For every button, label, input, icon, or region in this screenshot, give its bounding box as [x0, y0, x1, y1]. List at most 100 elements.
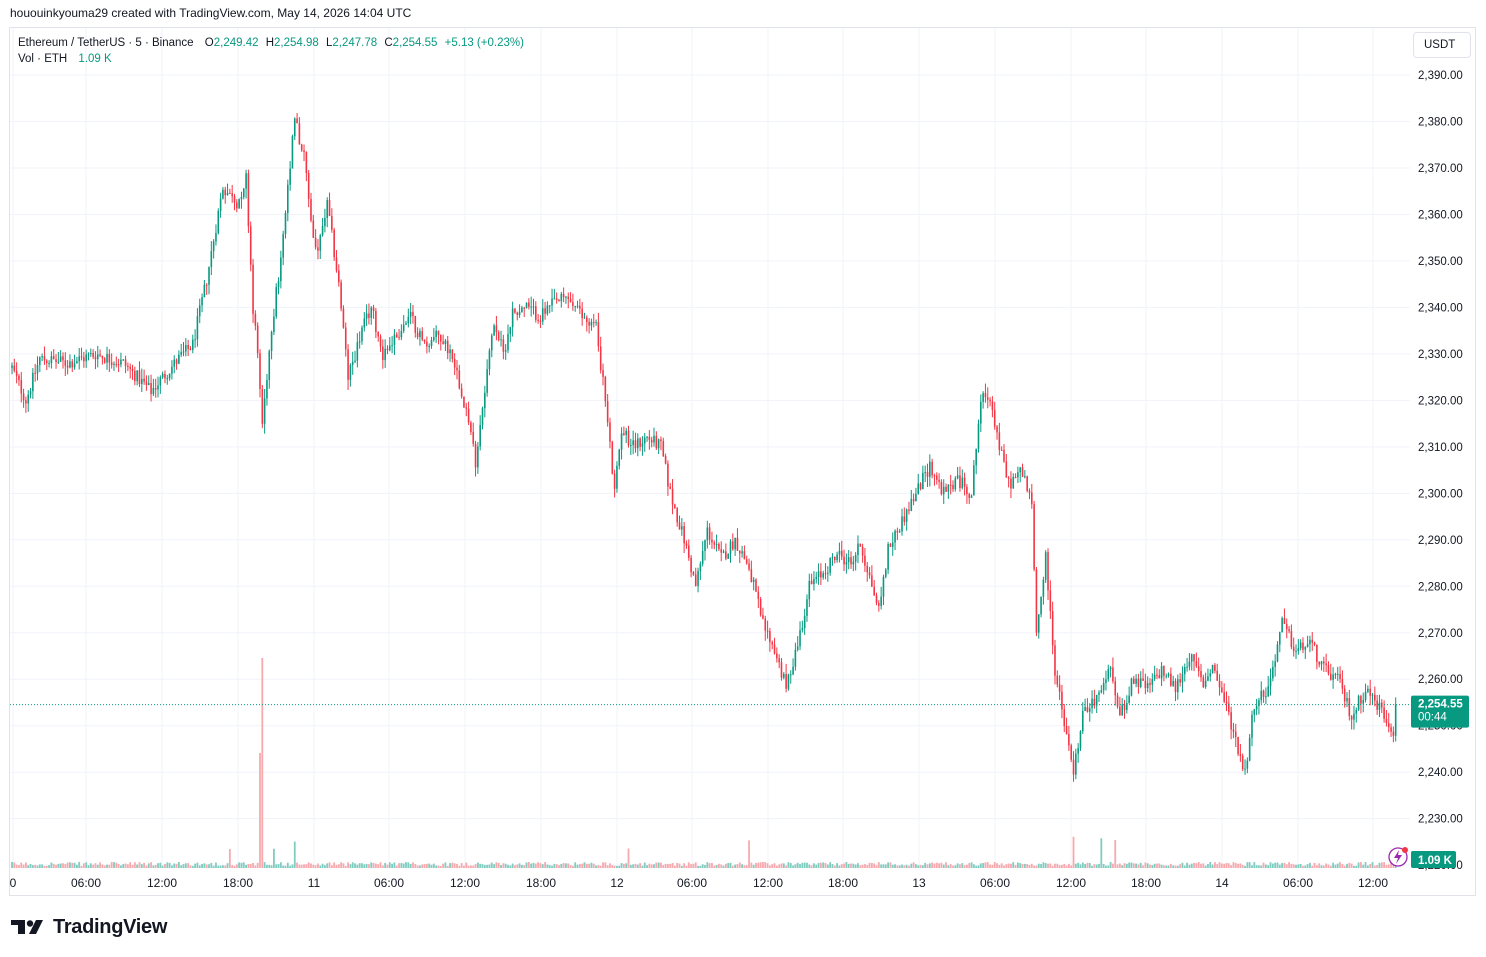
- volume-bar: [129, 862, 132, 868]
- candle-body: [634, 440, 637, 449]
- symbol-label[interactable]: Ethereum / TetherUS · 5 · Binance: [18, 37, 194, 49]
- candle-body: [852, 561, 855, 565]
- volume-bar: [507, 864, 509, 868]
- volume-bar: [242, 862, 245, 868]
- volume-bar: [569, 865, 572, 868]
- volume-bar: [1366, 865, 1369, 868]
- volume-bar: [1230, 865, 1233, 868]
- candle-body: [233, 196, 236, 203]
- candle-body: [732, 541, 734, 550]
- candle-body: [653, 435, 655, 443]
- candle-body: [463, 396, 465, 408]
- volume-bar: [210, 862, 213, 868]
- candle-body: [48, 363, 50, 365]
- candle-body: [1323, 661, 1325, 664]
- volume-bar: [970, 862, 973, 868]
- candle-body: [1325, 663, 1327, 666]
- volume-bar: [55, 864, 57, 868]
- candle-body: [277, 281, 280, 288]
- volume-bar: [1135, 863, 1137, 868]
- volume-bar: [479, 863, 482, 868]
- volume-bar: [41, 864, 44, 868]
- close-value: 2,254.55: [392, 37, 438, 49]
- candle-body: [159, 377, 162, 386]
- candle-body: [1105, 679, 1107, 684]
- candle-body: [138, 370, 141, 385]
- volume-bar: [539, 863, 542, 868]
- candle-body: [597, 322, 600, 347]
- candle-body: [915, 493, 917, 502]
- candle-body: [465, 407, 468, 409]
- volume-bar: [1281, 863, 1284, 868]
- x-tick-label: 12:00: [1056, 876, 1086, 890]
- candle-body: [275, 287, 278, 317]
- candle-body: [1285, 623, 1288, 630]
- candle-body: [926, 472, 929, 477]
- volume-bar: [446, 865, 449, 868]
- candle-body: [426, 341, 428, 347]
- candle-body: [430, 340, 433, 347]
- candle-body: [720, 549, 723, 553]
- volume-bar: [99, 862, 101, 868]
- candle-body: [379, 336, 382, 347]
- candle-body: [205, 284, 208, 286]
- flash-icon[interactable]: [1388, 847, 1408, 867]
- candle-body: [1225, 701, 1228, 704]
- x-tick-label: 18:00: [828, 876, 858, 890]
- candle-body: [400, 330, 403, 338]
- candle-body: [1049, 590, 1052, 612]
- volume-bar: [1072, 836, 1075, 868]
- volume-bar: [1302, 865, 1304, 868]
- currency-button[interactable]: USDT: [1413, 32, 1471, 58]
- volume-bar: [147, 863, 150, 868]
- volume-bar: [1232, 862, 1235, 868]
- candle-body: [175, 359, 178, 364]
- candle-body: [398, 337, 400, 339]
- volume-bar: [201, 864, 203, 868]
- volume-bar: [745, 865, 748, 868]
- volume-bar: [1264, 864, 1267, 868]
- volume-bar: [986, 862, 989, 868]
- candle-body: [481, 408, 484, 425]
- candle-body: [674, 504, 676, 509]
- candle-body: [924, 472, 926, 474]
- volume-bar: [1239, 863, 1242, 868]
- volume-bar: [351, 862, 354, 868]
- candle-body: [706, 527, 709, 541]
- candle-body: [1112, 667, 1114, 682]
- volume-bar: [583, 862, 586, 868]
- candle-body: [959, 475, 961, 489]
- volume-bar: [430, 864, 433, 868]
- candle-body: [456, 367, 458, 371]
- volume-bar: [101, 864, 104, 868]
- volume-bar: [687, 862, 690, 868]
- candle-body: [889, 543, 892, 547]
- volume-bar: [391, 863, 394, 868]
- volume-bar: [1269, 862, 1272, 868]
- volume-bar: [565, 863, 567, 868]
- volume-bar: [1378, 862, 1381, 868]
- volume-bar: [819, 862, 822, 868]
- tradingview-brand[interactable]: TradingView: [11, 914, 167, 940]
- candle-body: [681, 526, 683, 530]
- candle-body: [1084, 707, 1086, 711]
- candle-body: [989, 399, 991, 402]
- candlesticks: [11, 112, 1397, 782]
- volume-bar: [940, 862, 943, 868]
- volume-bar: [1216, 864, 1219, 868]
- volume-bar: [1132, 863, 1135, 868]
- volume-bar: [1107, 865, 1110, 868]
- volume-bar: [998, 864, 1001, 868]
- candle-body: [1070, 745, 1073, 760]
- volume-bar: [1360, 862, 1362, 868]
- volume-bar: [208, 864, 210, 868]
- candle-body: [620, 433, 623, 450]
- candle-body: [630, 445, 632, 447]
- volume-bar: [801, 862, 804, 868]
- volume-bar: [931, 862, 934, 868]
- candle-body: [1183, 667, 1186, 675]
- candle-body: [368, 313, 370, 318]
- candle-body: [110, 362, 113, 365]
- volume-bar: [727, 863, 730, 868]
